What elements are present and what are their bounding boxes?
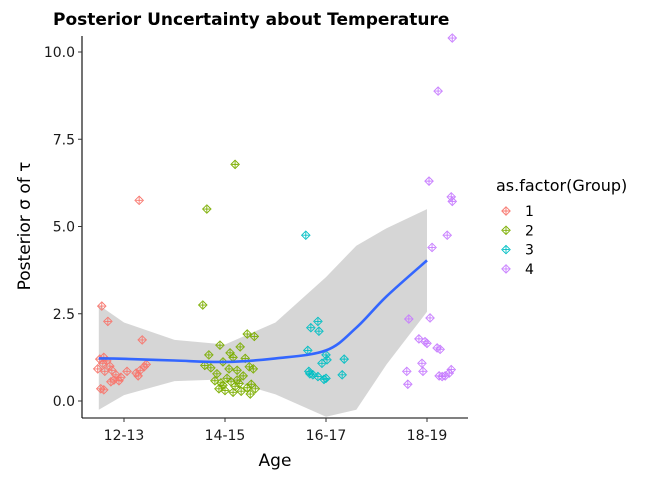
data-point <box>339 354 350 364</box>
x-tick-label: 16-17 <box>306 428 347 444</box>
data-point <box>425 313 435 323</box>
x-tick-label: 12-13 <box>104 428 145 444</box>
data-point <box>204 350 214 360</box>
data-point <box>133 371 143 381</box>
data-point <box>402 379 413 390</box>
x-axis-title: Age <box>259 451 292 471</box>
confidence-band <box>98 209 428 417</box>
data-point <box>447 33 458 43</box>
data-point <box>137 335 148 345</box>
legend: as.factor(Group) 1 2 3 4 <box>496 176 627 278</box>
data-point <box>98 384 109 395</box>
data-point <box>427 242 437 253</box>
y-tick-label: 7.5 <box>53 132 75 148</box>
data-point <box>106 376 116 387</box>
legend-label-2: 2 <box>525 223 534 239</box>
series-4 <box>401 33 458 390</box>
data-point <box>92 364 103 374</box>
data-point <box>210 375 220 386</box>
x-tick-label: 18-19 <box>407 428 448 444</box>
legend-key-3 <box>501 244 511 255</box>
data-point <box>417 358 427 369</box>
data-point <box>245 389 256 399</box>
y-axis-title: Posterior σ of τ <box>15 162 35 291</box>
data-point <box>306 322 316 333</box>
data-point <box>250 383 261 394</box>
data-point <box>96 301 107 311</box>
data-point <box>424 176 434 186</box>
data-point <box>103 316 113 327</box>
data-point <box>403 314 414 324</box>
data-point <box>313 316 323 327</box>
data-point <box>305 368 315 379</box>
series-1 <box>92 195 152 395</box>
data-point <box>238 371 249 381</box>
data-point <box>114 375 124 386</box>
legend-title: as.factor(Group) <box>496 176 627 195</box>
series-3 <box>300 230 350 385</box>
legend-label-1: 1 <box>525 204 534 220</box>
data-point <box>235 342 245 352</box>
data-point <box>433 86 443 96</box>
data-point <box>418 366 428 377</box>
y-tick-label: 10.0 <box>44 45 75 61</box>
data-point <box>300 230 311 241</box>
data-point <box>249 331 260 342</box>
data-point <box>314 326 324 337</box>
data-point <box>228 387 238 398</box>
data-point <box>122 366 132 377</box>
plot-area: 0.0 2.5 5.0 7.5 10.0 12-13 14-15 16-17 18-19 <box>44 33 468 444</box>
data-point <box>435 344 445 355</box>
chart-title: Posterior Uncertainty about Temperature <box>53 10 449 30</box>
data-point <box>215 340 225 350</box>
data-point <box>134 195 144 206</box>
y-tick-label: 5.0 <box>53 220 75 236</box>
data-point <box>337 369 347 380</box>
data-point <box>242 382 253 393</box>
x-tick-label: 14-15 <box>205 428 246 444</box>
data-point <box>248 364 259 374</box>
legend-label-3: 3 <box>525 243 534 259</box>
data-point <box>99 366 110 377</box>
series-2 <box>197 159 261 399</box>
legend-key-2 <box>501 225 511 236</box>
data-point <box>322 354 332 365</box>
legend-label-4: 4 <box>525 262 534 278</box>
data-point <box>447 196 458 207</box>
data-point <box>224 364 234 374</box>
y-tick-label: 2.5 <box>53 307 75 323</box>
data-point <box>442 230 453 241</box>
data-point <box>197 300 208 310</box>
data-point <box>414 334 424 344</box>
data-point <box>232 375 242 385</box>
data-point <box>214 383 224 394</box>
y-tick-label: 0.0 <box>53 394 75 410</box>
data-point <box>401 366 412 377</box>
data-point <box>440 371 451 381</box>
data-point <box>201 204 212 214</box>
legend-key-1 <box>501 206 511 216</box>
smooth-line <box>98 259 428 364</box>
data-point <box>313 371 323 382</box>
data-point <box>242 329 253 339</box>
data-point <box>319 374 329 385</box>
data-point <box>446 191 457 202</box>
data-point <box>422 338 432 349</box>
legend-key-4 <box>501 264 511 274</box>
data-point <box>199 360 210 371</box>
data-point <box>236 386 246 397</box>
data-point <box>230 159 240 170</box>
data-point <box>206 363 216 373</box>
data-point <box>97 358 108 369</box>
data-point <box>232 365 242 376</box>
